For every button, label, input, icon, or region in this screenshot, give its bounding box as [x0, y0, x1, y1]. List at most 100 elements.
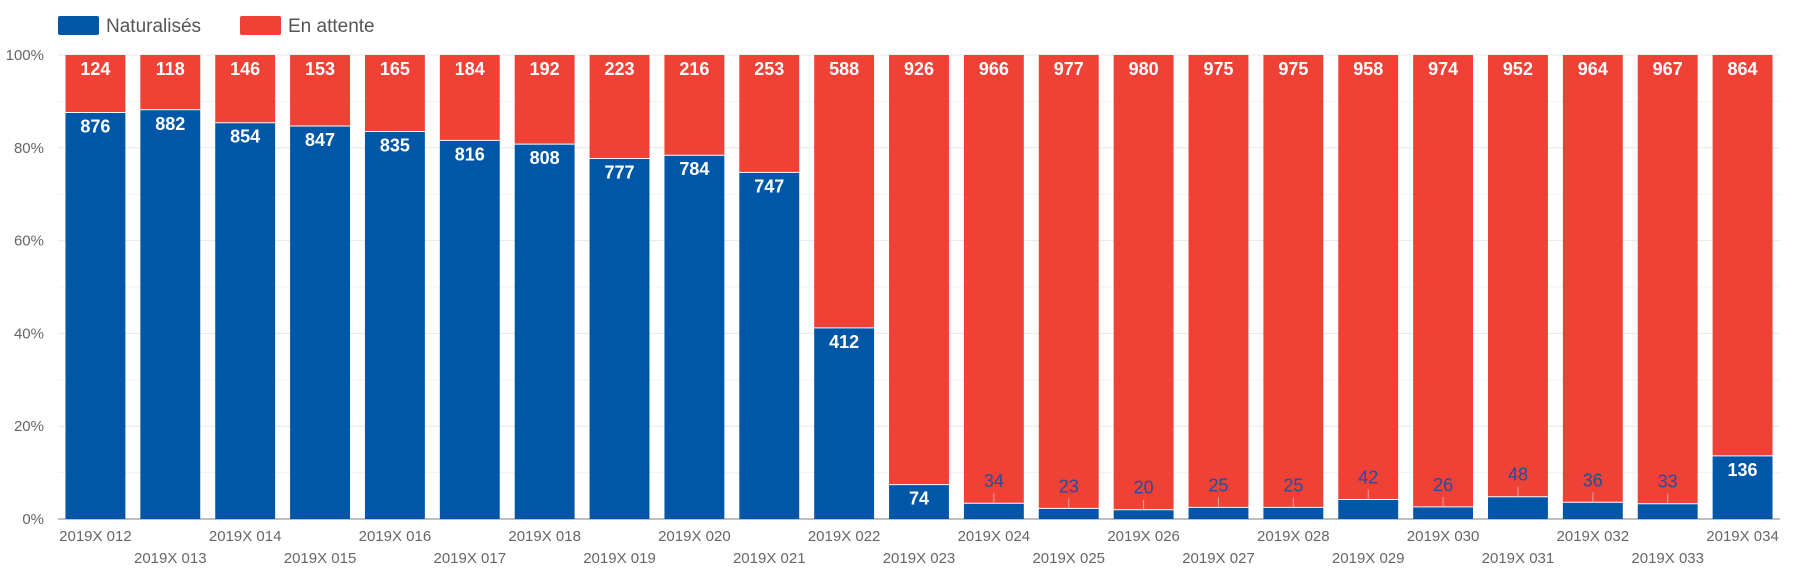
- bar-naturalises: [1188, 507, 1249, 519]
- bar-en-attente: [1338, 55, 1399, 500]
- data-label-en-attente: 977: [1054, 59, 1084, 79]
- y-tick-label: 0%: [22, 511, 44, 528]
- x-tick-label: 2019X 025: [1032, 550, 1105, 567]
- bar-en-attente: [290, 55, 350, 126]
- data-label-naturalises: 854: [230, 127, 260, 147]
- data-label-en-attente: 124: [80, 59, 110, 79]
- x-tick-label: 2019X 015: [284, 550, 357, 567]
- data-label-naturalises: 747: [754, 176, 784, 196]
- bar-naturalises: [65, 112, 126, 519]
- data-label-en-attente: 253: [754, 59, 784, 79]
- data-label-en-attente: 184: [455, 59, 485, 79]
- x-tick-label: 2019X 014: [209, 528, 282, 545]
- data-label-naturalises: 835: [380, 136, 410, 156]
- data-label-naturalises: 25: [1208, 475, 1228, 495]
- data-label-en-attente: 118: [156, 59, 185, 79]
- data-label-en-attente: 192: [530, 59, 560, 79]
- data-label-naturalises: 25: [1283, 475, 1303, 495]
- x-tick-label: 2019X 018: [508, 528, 581, 545]
- bar-naturalises: [140, 109, 201, 519]
- bar-en-attente: [1637, 55, 1698, 504]
- y-tick-label: 80%: [14, 140, 44, 157]
- x-tick-label: 2019X 028: [1257, 528, 1330, 545]
- bar-en-attente: [215, 55, 276, 123]
- data-label-en-attente: 146: [230, 59, 260, 79]
- data-label-en-attente: 952: [1503, 59, 1533, 79]
- bar-en-attente: [889, 55, 949, 485]
- x-tick-label: 2019X 016: [359, 528, 432, 545]
- data-label-en-attente: 223: [604, 59, 634, 79]
- x-tick-label: 2019X 029: [1332, 550, 1405, 567]
- x-tick-label: 2019X 022: [808, 528, 881, 545]
- x-tick-label: 2019X 034: [1706, 528, 1779, 545]
- data-label-en-attente: 975: [1203, 59, 1233, 79]
- data-label-naturalises: 847: [305, 130, 335, 150]
- bar-naturalises: [739, 172, 800, 519]
- legend-label-1: En attente: [288, 16, 375, 37]
- bar-naturalises: [1263, 507, 1324, 519]
- data-label-naturalises: 876: [80, 117, 110, 137]
- bar-naturalises: [889, 484, 949, 519]
- data-label-en-attente: 964: [1578, 59, 1608, 79]
- x-tick-label: 2019X 021: [733, 550, 806, 567]
- data-label-naturalises: 23: [1059, 476, 1079, 496]
- bar-en-attente: [1712, 55, 1773, 456]
- data-label-en-attente: 153: [305, 59, 335, 79]
- y-tick-label: 40%: [14, 325, 44, 342]
- legend-label-0: Naturalisés: [106, 16, 201, 37]
- data-label-naturalises: 36: [1583, 470, 1603, 490]
- bar-naturalises: [1338, 499, 1399, 519]
- data-label-naturalises: 136: [1728, 460, 1758, 480]
- bar-en-attente: [140, 55, 201, 110]
- bar-en-attente: [814, 55, 875, 328]
- bar-en-attente: [1413, 55, 1474, 507]
- bar-en-attente: [1263, 55, 1324, 508]
- x-tick-label: 2019X 017: [433, 550, 506, 567]
- bar-naturalises: [963, 503, 1024, 519]
- data-label-naturalises: 816: [455, 144, 485, 164]
- bar-naturalises: [589, 158, 650, 520]
- data-label-en-attente: 975: [1278, 59, 1308, 79]
- data-label-en-attente: 967: [1653, 59, 1683, 79]
- y-tick-label: 60%: [14, 233, 44, 250]
- bar-naturalises: [1562, 502, 1623, 519]
- data-label-en-attente: 864: [1728, 59, 1758, 79]
- legend-swatch-0: [58, 16, 99, 35]
- data-label-naturalises: 48: [1508, 465, 1528, 485]
- bar-en-attente: [1038, 55, 1099, 509]
- data-label-naturalises: 42: [1358, 468, 1378, 488]
- bar-naturalises: [1038, 508, 1099, 519]
- bar-en-attente: [364, 55, 425, 132]
- bar-naturalises: [290, 125, 350, 519]
- bar-naturalises: [1413, 506, 1474, 519]
- data-label-en-attente: 165: [380, 59, 410, 79]
- bar-naturalises: [1637, 503, 1698, 519]
- x-tick-label: 2019X 032: [1557, 528, 1630, 545]
- data-label-en-attente: 958: [1353, 59, 1383, 79]
- data-label-naturalises: 34: [984, 471, 1004, 491]
- x-tick-label: 2019X 026: [1107, 528, 1180, 545]
- bar-en-attente: [739, 55, 800, 173]
- data-label-naturalises: 882: [155, 114, 185, 134]
- x-tick-label: 2019X 013: [134, 550, 207, 567]
- x-tick-label: 2019X 020: [658, 528, 731, 545]
- bar-en-attente: [65, 55, 126, 113]
- x-tick-label: 2019X 031: [1482, 550, 1555, 567]
- bar-en-attente: [439, 55, 500, 141]
- bars: [65, 55, 1773, 520]
- bar-en-attente: [589, 55, 650, 159]
- bar-en-attente: [1113, 55, 1174, 510]
- data-label-en-attente: 588: [829, 59, 859, 79]
- x-tick-label: 2019X 019: [583, 550, 656, 567]
- data-label-en-attente: 980: [1129, 59, 1159, 79]
- data-label-naturalises: 777: [604, 162, 634, 182]
- data-label-en-attente: 974: [1428, 59, 1458, 79]
- bar-en-attente: [1562, 55, 1623, 503]
- y-tick-label: 20%: [14, 418, 44, 435]
- bar-naturalises: [439, 140, 500, 519]
- bar-en-attente: [1488, 55, 1548, 497]
- y-tick-label: 100%: [6, 47, 44, 64]
- data-label-en-attente: 926: [904, 59, 934, 79]
